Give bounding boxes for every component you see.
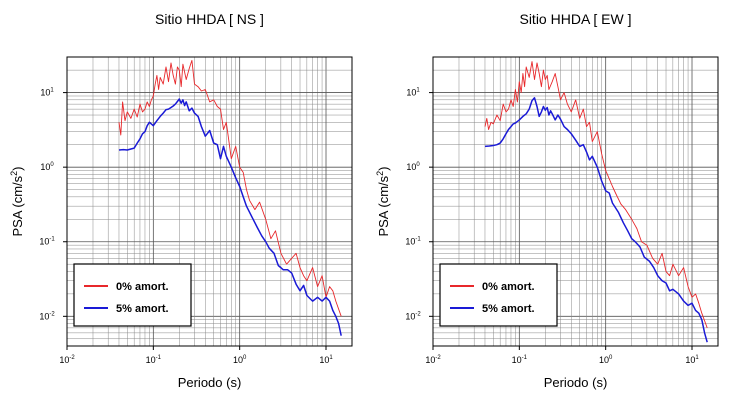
ns-y-tick-label: 10-1 — [39, 237, 55, 247]
ns-x-tick-label: 101 — [319, 355, 333, 365]
ew-legend: 0% amort. 5% amort. — [439, 263, 558, 327]
ew-y-tick-label: 101 — [406, 88, 420, 98]
ns-x-tick-label: 10-2 — [59, 355, 75, 365]
ns-legend-box — [73, 263, 192, 327]
ew-series-damping-0-line — [484, 61, 708, 329]
ns-y-tick-label: 101 — [40, 88, 54, 98]
ns-legend: 0% amort. 5% amort. — [73, 263, 192, 327]
ew-x-tick-label: 10-1 — [512, 355, 528, 365]
ns-legend-label: 5% amort. — [116, 303, 169, 315]
ew-chart: 10-2 10-1 100 101 10-2 10-1 100 101 Sitio HHDA [… — [375, 11, 719, 390]
ew-x-axis-label: Periodo (s) — [544, 375, 608, 390]
ew-y-tick-label: 100 — [406, 162, 420, 172]
ns-y-tick-label: 10-2 — [39, 311, 55, 321]
ew-legend-label: 5% amort. — [482, 303, 535, 315]
ns-x-axis-label: Periodo (s) — [178, 375, 242, 390]
ew-x-tick-label: 10-2 — [425, 355, 441, 365]
ns-legend-label: 0% amort. — [116, 281, 169, 293]
ew-plot-frame — [432, 56, 719, 347]
ns-chart: 10-2 10-1 100 101 10-2 10-1 100 101 Sitio HHDA [… — [9, 11, 353, 390]
ns-x-tick-label: 100 — [233, 355, 247, 365]
ns-chart-title: Sitio HHDA [ NS ] — [155, 11, 264, 27]
ew-x-tick-label: 100 — [599, 355, 613, 365]
ew-chart-title: Sitio HHDA [ EW ] — [519, 11, 631, 27]
ew-y-axis-label: PSA (cm/s2) — [375, 166, 391, 236]
ns-y-tick-label: 100 — [40, 162, 54, 172]
ew-series-damping-5-line — [484, 97, 708, 343]
ns-x-tick-label: 10-1 — [146, 355, 162, 365]
ew-y-tick-label: 10-2 — [405, 311, 421, 321]
ns-series-damping-0-line — [118, 59, 342, 317]
ew-y-tick-label: 10-1 — [405, 237, 421, 247]
ns-series-damping-5-line — [118, 98, 342, 336]
ns-y-axis-label: PSA (cm/s2) — [9, 166, 25, 236]
ew-x-tick-label: 101 — [685, 355, 699, 365]
ew-legend-label: 0% amort. — [482, 281, 535, 293]
ns-plot-frame — [66, 56, 353, 347]
ew-legend-box — [439, 263, 558, 327]
